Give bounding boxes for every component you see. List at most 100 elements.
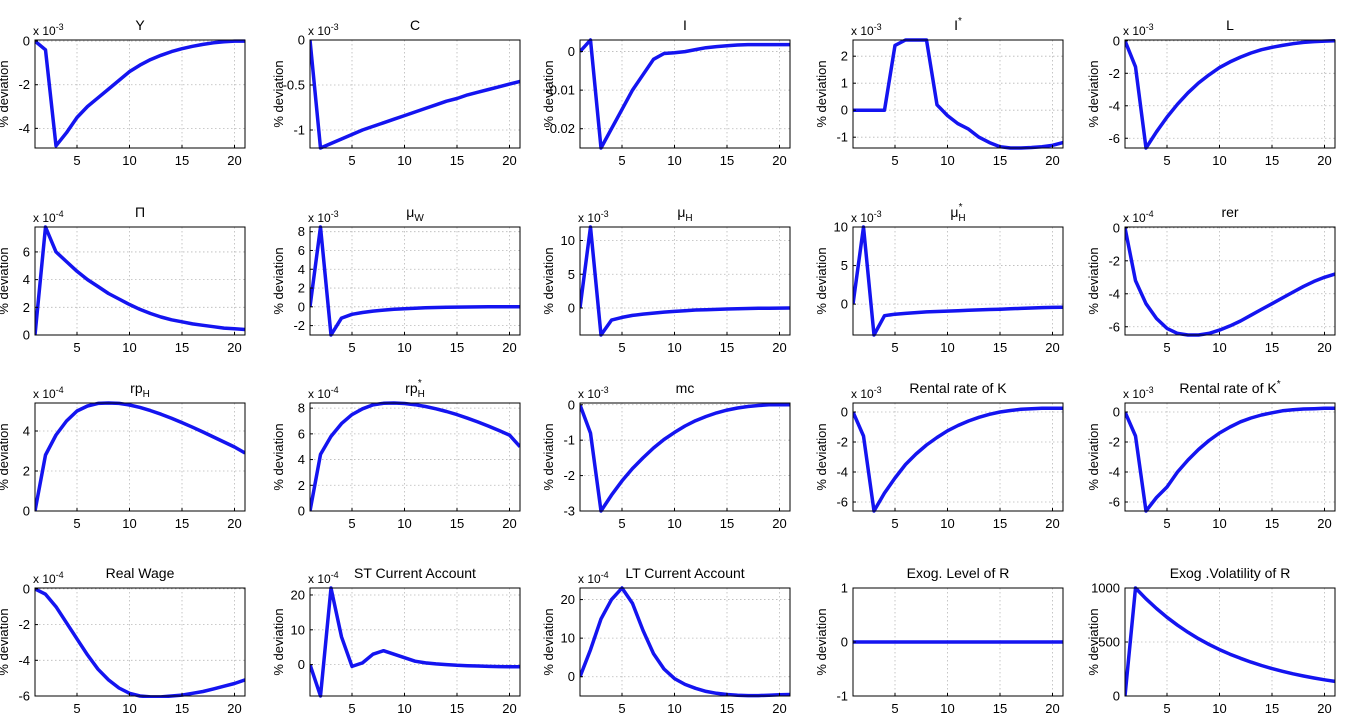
x-tick-label: 15 <box>175 516 189 531</box>
title-superscript: * <box>959 202 963 213</box>
axis-multiplier: x 10-3 <box>1123 22 1154 38</box>
subplot-title: rpH* <box>405 378 425 400</box>
axes-frame <box>1124 402 1336 512</box>
x-tick-label: 15 <box>450 153 464 168</box>
subplot-title: ST Current Account <box>354 565 476 581</box>
multiplier-base: x 10 <box>851 387 874 401</box>
subplot-title: C <box>410 17 420 33</box>
y-tick-label: 8 <box>298 401 305 416</box>
x-tick-label: 5 <box>348 701 355 715</box>
title-superscript: * <box>418 378 422 389</box>
series-line <box>1125 406 1335 513</box>
y-tick-label: 20 <box>291 587 305 602</box>
y-axis-label: % deviation <box>814 423 829 490</box>
y-tick-label: 1000 <box>1091 581 1120 596</box>
y-tick-label: 0 <box>568 44 575 59</box>
subplot-title: Rental rate of K <box>909 380 1007 396</box>
y-tick-label: 0 <box>23 581 30 596</box>
y-tick-label: 10 <box>561 233 575 248</box>
x-tick-label: 10 <box>122 153 136 168</box>
axis-multiplier: x 10-4 <box>33 385 64 401</box>
x-tick-label: 20 <box>1317 701 1331 715</box>
x-tick-label: 20 <box>502 516 516 531</box>
subplot-title: rer <box>1221 204 1238 220</box>
y-axis-label: % deviation <box>271 423 286 490</box>
x-tick-label: 5 <box>1163 153 1170 168</box>
y-tick-label: -6 <box>836 495 848 510</box>
y-tick-label: -6 <box>1108 495 1120 510</box>
y-tick-label: -0.01 <box>545 83 575 98</box>
x-tick-label: 5 <box>348 340 355 355</box>
y-tick-label: -6 <box>18 689 30 704</box>
x-tick-label: 10 <box>667 516 681 531</box>
series-line <box>35 39 245 148</box>
x-tick-label: 15 <box>1265 153 1279 168</box>
x-tick-label: 20 <box>227 701 241 715</box>
axes-frame <box>579 39 791 149</box>
y-tick-label: 6 <box>23 244 30 259</box>
x-tick-label: 20 <box>502 153 516 168</box>
y-tick-label: 0 <box>1113 405 1120 420</box>
y-tick-label: 5 <box>841 258 848 273</box>
y-axis-label: % deviation <box>1086 60 1101 127</box>
axes-frame <box>309 226 521 336</box>
series-line <box>580 586 790 698</box>
y-tick-label: 10 <box>291 622 305 637</box>
title-main: μ <box>677 204 685 220</box>
series-line <box>580 403 790 513</box>
multiplier-exponent: -3 <box>1146 22 1154 32</box>
x-tick-label: 20 <box>772 701 786 715</box>
multiplier-exponent: -3 <box>331 209 339 219</box>
multiplier-base: x 10 <box>33 387 56 401</box>
y-tick-label: -2 <box>18 617 30 632</box>
series-line <box>1125 227 1335 337</box>
y-tick-label: 0 <box>23 34 30 49</box>
y-tick-label: 2 <box>298 478 305 493</box>
title-main: Y <box>135 17 145 33</box>
y-tick-label: 6 <box>298 243 305 258</box>
subplot-title: μH* <box>950 202 965 224</box>
axes-frame <box>852 39 1064 149</box>
y-axis-label: % deviation <box>541 60 556 127</box>
multiplier-base: x 10 <box>578 211 601 225</box>
y-tick-label: 0 <box>23 328 30 343</box>
axes-frame <box>852 402 1064 512</box>
title-main: Rental rate of K <box>1179 380 1277 396</box>
multiplier-exponent: -3 <box>874 209 882 219</box>
x-tick-label: 20 <box>1317 153 1331 168</box>
y-tick-label: 0 <box>1113 220 1120 235</box>
x-tick-label: 10 <box>397 340 411 355</box>
series-line <box>580 225 790 337</box>
x-tick-label: 20 <box>1045 340 1059 355</box>
axes-frame <box>1124 39 1336 149</box>
y-tick-label: 2 <box>841 49 848 64</box>
subplot-3: 5 10 15 20 0 -0.01 -0.02% deviation I <box>541 17 791 168</box>
x-tick-label: 10 <box>122 340 136 355</box>
title-main: L <box>1226 17 1234 33</box>
x-tick-label: 10 <box>940 516 954 531</box>
y-axis-label: % deviation <box>1086 423 1101 490</box>
x-tick-label: 10 <box>1212 153 1226 168</box>
y-tick-label: 5 <box>568 267 575 282</box>
axis-multiplier: x 10-4 <box>308 385 339 401</box>
y-tick-label: -4 <box>836 465 848 480</box>
axes-frame <box>34 39 246 149</box>
title-main: Exog .Volatility of R <box>1170 565 1291 581</box>
x-tick-label: 15 <box>1265 701 1279 715</box>
axis-multiplier: x 10-3 <box>1123 385 1154 401</box>
x-tick-label: 15 <box>993 153 1007 168</box>
y-tick-label: -3 <box>563 504 575 519</box>
axis-multiplier: x 10-3 <box>851 22 882 38</box>
multiplier-base: x 10 <box>851 211 874 225</box>
x-tick-label: 20 <box>1317 340 1331 355</box>
multiplier-base: x 10 <box>1123 387 1146 401</box>
title-main: rp <box>405 380 418 396</box>
axis-multiplier: x 10-3 <box>851 209 882 225</box>
y-tick-label: 4 <box>23 424 30 439</box>
y-axis-label: % deviation <box>271 608 286 675</box>
title-main: rp <box>130 380 143 396</box>
